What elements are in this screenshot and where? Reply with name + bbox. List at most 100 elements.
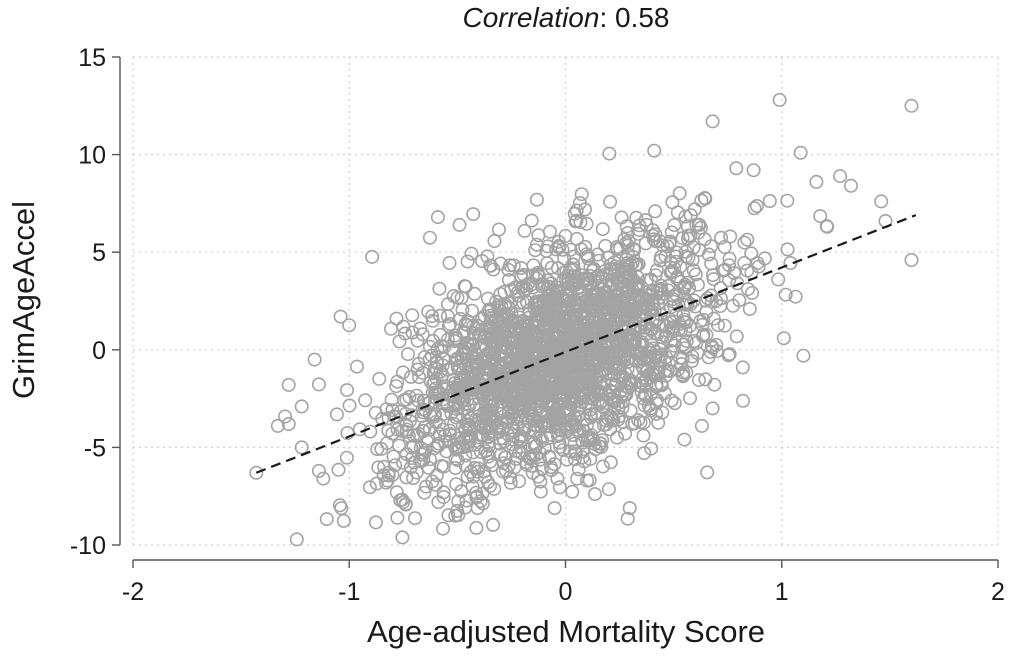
data-point [590, 247, 605, 262]
data-point [668, 287, 683, 302]
data-point [552, 391, 567, 406]
data-point [473, 494, 488, 509]
data-point [721, 348, 736, 363]
data-point [706, 311, 721, 326]
data-point [654, 378, 669, 393]
data-point [663, 343, 678, 358]
data-point [638, 373, 653, 388]
data-point [567, 206, 582, 221]
data-point [439, 444, 454, 459]
data-point [385, 403, 400, 418]
data-point [587, 406, 602, 421]
data-point [560, 356, 575, 371]
data-point [454, 484, 469, 499]
data-point [448, 460, 463, 475]
data-point [477, 469, 492, 484]
data-point [687, 333, 702, 348]
data-point [705, 401, 720, 416]
data-point [503, 475, 518, 490]
data-point [466, 469, 481, 484]
data-point [557, 376, 572, 391]
data-point [342, 398, 357, 413]
data-point [636, 428, 651, 443]
data-point [487, 345, 502, 360]
data-point [714, 230, 729, 245]
data-point [446, 380, 461, 395]
data-point [294, 399, 309, 414]
data-point [505, 432, 520, 447]
data-point [249, 465, 264, 480]
data-point [833, 169, 848, 184]
data-point [574, 187, 589, 202]
data-point [585, 385, 600, 400]
data-point [281, 377, 296, 392]
data-point [469, 520, 484, 535]
data-point [659, 319, 674, 334]
data-point [369, 476, 384, 491]
data-point [390, 374, 405, 389]
data-point [436, 485, 451, 500]
data-point [573, 339, 588, 354]
data-point [433, 385, 448, 400]
data-point [569, 213, 584, 228]
data-point [587, 303, 602, 318]
data-point [412, 370, 427, 385]
data-point [517, 380, 532, 395]
y-tick-label: 0 [92, 337, 106, 365]
data-point [487, 350, 502, 365]
x-axis-title: Age-adjusted Mortality Score [367, 614, 765, 649]
data-point [517, 223, 532, 238]
data-point [489, 313, 504, 328]
data-point [455, 393, 470, 408]
data-point [430, 210, 445, 225]
data-point [638, 236, 653, 251]
data-point [722, 347, 737, 362]
data-point [552, 480, 567, 495]
data-point [450, 290, 465, 305]
data-point [368, 515, 383, 530]
data-point [540, 398, 555, 413]
data-point [742, 301, 757, 316]
data-point [691, 373, 706, 388]
data-point [413, 321, 428, 336]
data-point [535, 433, 550, 448]
data-point [596, 342, 611, 357]
data-point [740, 232, 755, 247]
data-point [595, 399, 610, 414]
data-point [780, 242, 795, 257]
data-point [735, 393, 750, 408]
data-point [639, 273, 654, 288]
data-point [533, 430, 548, 445]
data-point [664, 393, 679, 408]
data-point [556, 442, 571, 457]
data-point [707, 377, 722, 392]
data-point [403, 460, 418, 475]
data-point [460, 428, 475, 443]
data-point [672, 317, 687, 332]
data-point [604, 411, 619, 426]
data-point [551, 284, 566, 299]
data-point [730, 276, 745, 291]
data-point [722, 251, 737, 266]
data-point [617, 344, 632, 359]
data-point [536, 321, 551, 336]
data-point [603, 422, 618, 437]
data-point [487, 234, 502, 249]
data-point [526, 258, 541, 273]
data-point [732, 293, 747, 308]
data-point [435, 521, 450, 536]
x-tick-label: 1 [775, 578, 789, 606]
data-point [453, 395, 468, 410]
data-point [453, 373, 468, 388]
data-point [479, 408, 494, 423]
data-point [544, 260, 559, 275]
data-point [414, 408, 429, 423]
data-point [522, 355, 537, 370]
data-point [843, 178, 858, 193]
data-point [425, 385, 440, 400]
data-point [625, 283, 640, 298]
data-point [652, 353, 667, 368]
data-point [776, 331, 791, 346]
data-point [481, 304, 496, 319]
data-point [472, 384, 487, 399]
